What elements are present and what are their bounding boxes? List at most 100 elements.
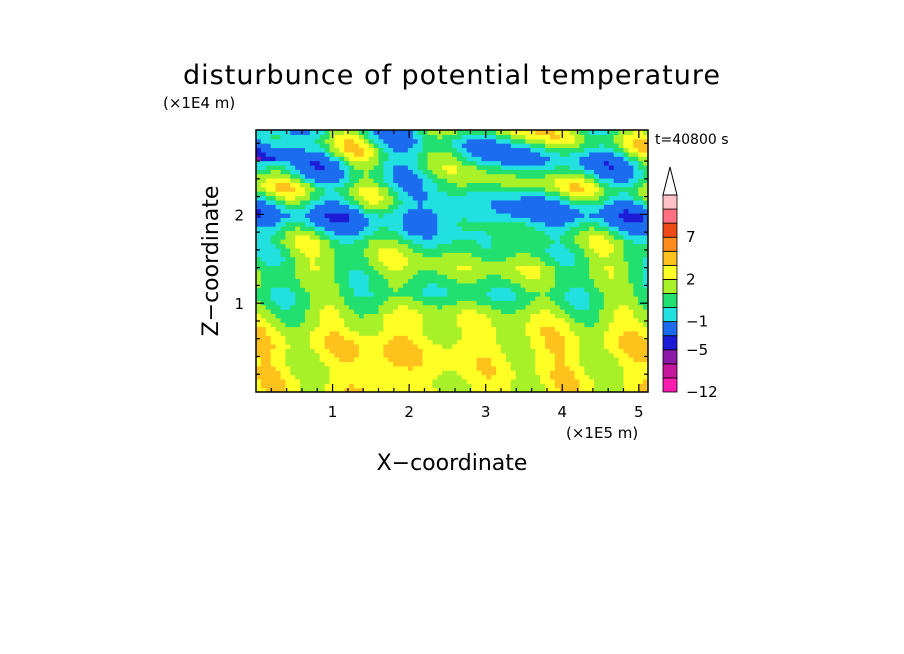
heatmap-cell [515,256,522,262]
heatmap-cell [608,230,615,236]
heatmap-cell [643,234,648,240]
heatmap-cell [295,313,301,319]
heatmap-cell [393,186,399,192]
heatmap-cell [407,247,414,253]
heatmap-cell [643,147,648,153]
heatmap-cell [574,274,580,280]
heatmap-cell [407,339,414,345]
heatmap-cell [550,361,556,367]
heatmap-cell [309,261,316,266]
heatmap-cell [471,348,478,354]
heatmap-cell [314,300,321,306]
heatmap-cell [407,291,414,297]
heatmap-cell [628,265,634,271]
heatmap-cell [599,383,605,389]
heatmap-cell [300,239,306,245]
heatmap-cell [432,217,438,223]
heatmap-cell [520,374,527,380]
heatmap-cell [270,173,277,179]
heatmap-cell [461,352,468,358]
heatmap-cell [388,287,394,293]
heatmap-cell [314,147,321,153]
heatmap-cell [599,378,605,384]
heatmap-cell [535,348,541,354]
heatmap-cell [290,208,296,214]
heatmap-cell [432,134,438,140]
heatmap-cell [437,164,443,170]
heatmap-cell [515,295,522,301]
heatmap-cell [594,217,600,223]
heatmap-cell [407,147,414,153]
heatmap-cell [398,335,404,341]
heatmap-cell [270,239,277,245]
heatmap-cell [344,247,350,253]
heatmap-cell [505,295,512,301]
heatmap-cell [623,147,629,153]
heatmap-cell [290,138,296,144]
heatmap-cell [344,164,350,170]
heatmap-cell [471,261,478,266]
heatmap-cell [481,322,487,328]
heatmap-cell [270,383,277,389]
heatmap-cell [324,230,331,236]
heatmap-cell [442,173,448,179]
heatmap-cell [456,221,463,227]
heatmap-cell [373,204,380,210]
heatmap-cell [314,322,321,328]
heatmap-cell [270,208,277,214]
heatmap-cell [599,269,605,275]
heatmap-cell [613,370,620,376]
heatmap-cell [486,239,492,245]
heatmap-cell [486,143,492,149]
heatmap-cell [545,304,551,310]
heatmap-cell [486,243,492,249]
heatmap-cell [260,226,267,232]
heatmap-cell [344,226,350,232]
heatmap-cell [599,361,605,367]
heatmap-cell [358,278,365,284]
heatmap-cell [530,278,536,284]
heatmap-cell [300,387,306,392]
heatmap-cell [564,295,571,301]
heatmap-cell [599,173,605,179]
heatmap-cell [564,191,571,197]
heatmap-cell [314,348,321,354]
heatmap-cell [432,143,438,149]
heatmap-cell [270,138,277,144]
heatmap-cell [344,339,350,345]
heatmap-cell [599,134,605,140]
heatmap-cell [349,295,355,301]
heatmap-cell [535,134,541,140]
heatmap-cell [608,265,615,271]
heatmap-cell [383,300,389,306]
heatmap-cell [368,212,375,218]
heatmap-cell [407,269,414,275]
heatmap-cell [265,212,272,218]
heatmap-cell [295,239,301,245]
heatmap-cell [554,378,561,384]
heatmap-cell [545,317,551,323]
heatmap-cell [589,160,595,166]
heatmap-cell [383,156,389,162]
heatmap-cell [329,186,335,192]
heatmap-cell [540,261,546,266]
heatmap-cell [305,352,311,358]
heatmap-cell [569,326,576,332]
heatmap-cell [603,383,610,389]
heatmap-cell [535,156,541,162]
heatmap-cell [427,330,433,336]
heatmap-cell [280,212,286,218]
heatmap-cell [427,339,433,345]
heatmap-cell [339,199,345,205]
heatmap-cell [275,282,282,288]
heatmap-cell [603,147,610,153]
heatmap-cell [368,182,375,188]
heatmap-cell [319,313,326,319]
heatmap-cell [354,287,360,293]
heatmap-cell [412,230,419,236]
heatmap-cell [388,195,394,201]
heatmap-cell [393,134,399,140]
heatmap-cell [510,226,517,232]
heatmap-cell [456,357,463,363]
heatmap-cell [442,348,448,354]
